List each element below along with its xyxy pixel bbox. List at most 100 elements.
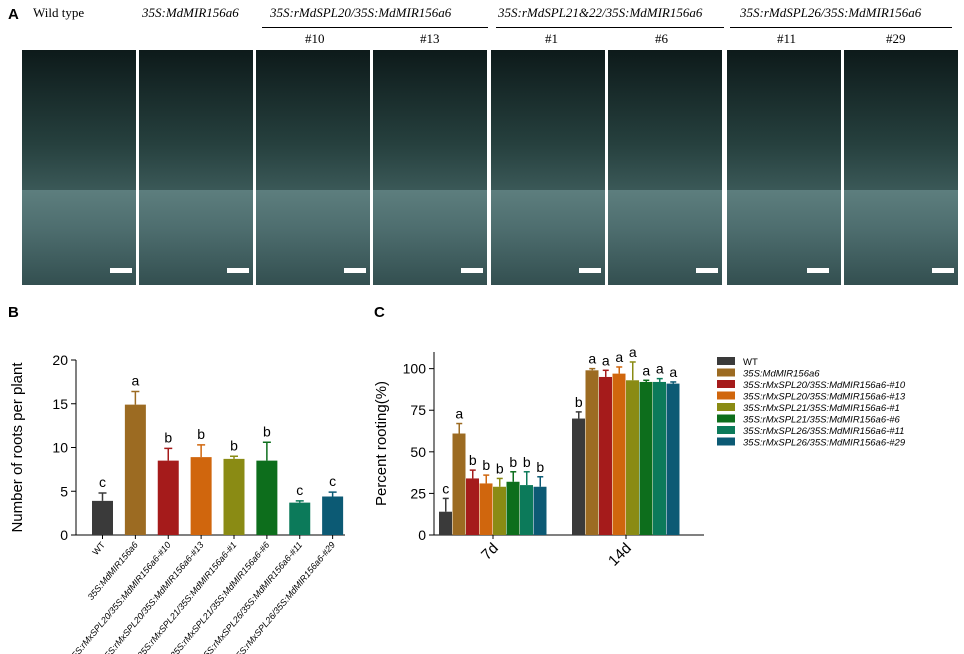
scale-bar bbox=[579, 268, 601, 273]
scale-bar bbox=[227, 268, 249, 273]
legend-label: 35S:rMxSPL21/35S:MdMIR156a6-#6 bbox=[743, 415, 901, 426]
significance-letter: c bbox=[296, 482, 303, 498]
significance-letter: b bbox=[263, 423, 271, 439]
bar bbox=[520, 485, 533, 535]
significance-letter: c bbox=[329, 473, 336, 489]
bar bbox=[190, 457, 212, 535]
x-tick-label: WT bbox=[90, 539, 107, 557]
bar bbox=[439, 511, 452, 535]
scale-bar bbox=[461, 268, 483, 273]
significance-letter: c bbox=[442, 480, 449, 496]
significance-letter: a bbox=[669, 364, 677, 380]
significance-letter: b bbox=[197, 426, 205, 442]
bar bbox=[639, 381, 653, 535]
legend-label: 35S:rMxSPL20/35S:MdMIR156a6-#13 bbox=[743, 392, 906, 403]
bar bbox=[572, 418, 585, 535]
bar bbox=[599, 376, 612, 535]
scale-bar bbox=[807, 268, 829, 273]
genotype-spl21: 35S:rMdSPL21&22/35S:MdMIR156a6 bbox=[498, 5, 703, 20]
clone-label: #13 bbox=[420, 31, 440, 46]
significance-letter: b bbox=[536, 459, 544, 475]
bar bbox=[157, 460, 179, 535]
significance-letter: a bbox=[629, 344, 637, 360]
bar bbox=[653, 381, 666, 535]
x-tick-label: 7d bbox=[478, 540, 502, 564]
y-tick-label: 10 bbox=[52, 440, 68, 456]
genotype-wild-type: Wild type bbox=[33, 5, 85, 20]
legend-label: 35S:MdMIR156a6 bbox=[743, 369, 820, 380]
x-tick-label: 14d bbox=[605, 540, 635, 570]
bar bbox=[322, 496, 344, 535]
bar bbox=[124, 404, 146, 535]
clone-label: #29 bbox=[886, 31, 906, 46]
genotype-spl26: 35S:rMdSPL26/35S:MdMIR156a6 bbox=[740, 5, 922, 20]
legend-label: 35S:rMxSPL21/35S:MdMIR156a6-#1 bbox=[743, 403, 900, 414]
genotype-spl20: 35S:rMdSPL20/35S:MdMIR156a6 bbox=[270, 5, 452, 20]
scale-bar bbox=[110, 268, 132, 273]
y-axis-title: Number of roots per plant bbox=[9, 362, 26, 533]
scale-bar bbox=[696, 268, 718, 273]
significance-letter: a bbox=[588, 351, 596, 367]
y-tick-label: 50 bbox=[410, 444, 426, 460]
bar bbox=[585, 370, 599, 535]
scale-bar bbox=[932, 268, 954, 273]
bar bbox=[289, 502, 311, 535]
y-tick-label: 15 bbox=[52, 396, 68, 412]
bar bbox=[256, 460, 278, 535]
bar bbox=[223, 458, 245, 535]
scale-bar bbox=[344, 268, 366, 273]
significance-letter: b bbox=[469, 452, 477, 468]
y-tick-label: 75 bbox=[410, 402, 426, 418]
significance-letter: a bbox=[455, 406, 463, 422]
bar bbox=[493, 486, 506, 535]
bar bbox=[466, 478, 479, 535]
significance-letter: a bbox=[615, 349, 623, 365]
y-tick-label: 0 bbox=[418, 527, 426, 543]
y-axis-title: Percent rooting(%) bbox=[373, 381, 390, 506]
significance-letter: b bbox=[523, 454, 531, 470]
plant-photo-spl26-11 bbox=[727, 50, 841, 285]
panel-c-label: C bbox=[374, 304, 385, 321]
plant-photo-spl20-10 bbox=[256, 50, 370, 285]
clone-label: #10 bbox=[305, 31, 325, 46]
panel-a-label: A bbox=[8, 6, 19, 23]
bar bbox=[626, 380, 639, 535]
significance-letter: a bbox=[656, 361, 664, 377]
plant-photo-mir156 bbox=[139, 50, 253, 285]
bar bbox=[92, 500, 113, 535]
legend-swatch bbox=[717, 357, 735, 365]
bar bbox=[452, 433, 466, 535]
legend-swatch bbox=[717, 414, 735, 423]
significance-letter: a bbox=[131, 373, 139, 389]
legend-swatch bbox=[717, 437, 735, 446]
y-tick-label: 100 bbox=[403, 361, 427, 377]
bar bbox=[479, 483, 493, 535]
significance-letter: a bbox=[642, 362, 650, 378]
legend-label: WT bbox=[743, 357, 758, 368]
y-tick-label: 25 bbox=[410, 485, 426, 501]
clone-label: #11 bbox=[777, 31, 797, 46]
significance-letter: a bbox=[602, 352, 610, 368]
bar bbox=[533, 486, 547, 535]
y-tick-label: 0 bbox=[60, 527, 68, 543]
genotype-mir156: 35S:MdMIR156a6 bbox=[142, 5, 239, 20]
y-tick-label: 5 bbox=[60, 483, 68, 499]
significance-letter: b bbox=[496, 460, 504, 476]
legend-swatch bbox=[717, 426, 735, 434]
legend-swatch bbox=[717, 380, 735, 388]
significance-letter: b bbox=[164, 429, 172, 445]
significance-letter: b bbox=[482, 457, 490, 473]
legend-label: 35S:rMxSPL26/35S:MdMIR156a6-#11 bbox=[743, 426, 904, 437]
plant-photo-wt bbox=[22, 50, 136, 285]
bar bbox=[506, 481, 520, 535]
group-line-spl21 bbox=[496, 27, 724, 28]
plant-photo-spl21-6 bbox=[608, 50, 722, 285]
legend-label: 35S:rMxSPL26/35S:MdMIR156a6-#29 bbox=[743, 438, 906, 449]
group-line-spl26 bbox=[730, 27, 952, 28]
y-tick-label: 20 bbox=[52, 352, 68, 368]
plant-photo-spl21-1 bbox=[491, 50, 605, 285]
bar bbox=[612, 373, 626, 535]
significance-letter: b bbox=[575, 394, 583, 410]
